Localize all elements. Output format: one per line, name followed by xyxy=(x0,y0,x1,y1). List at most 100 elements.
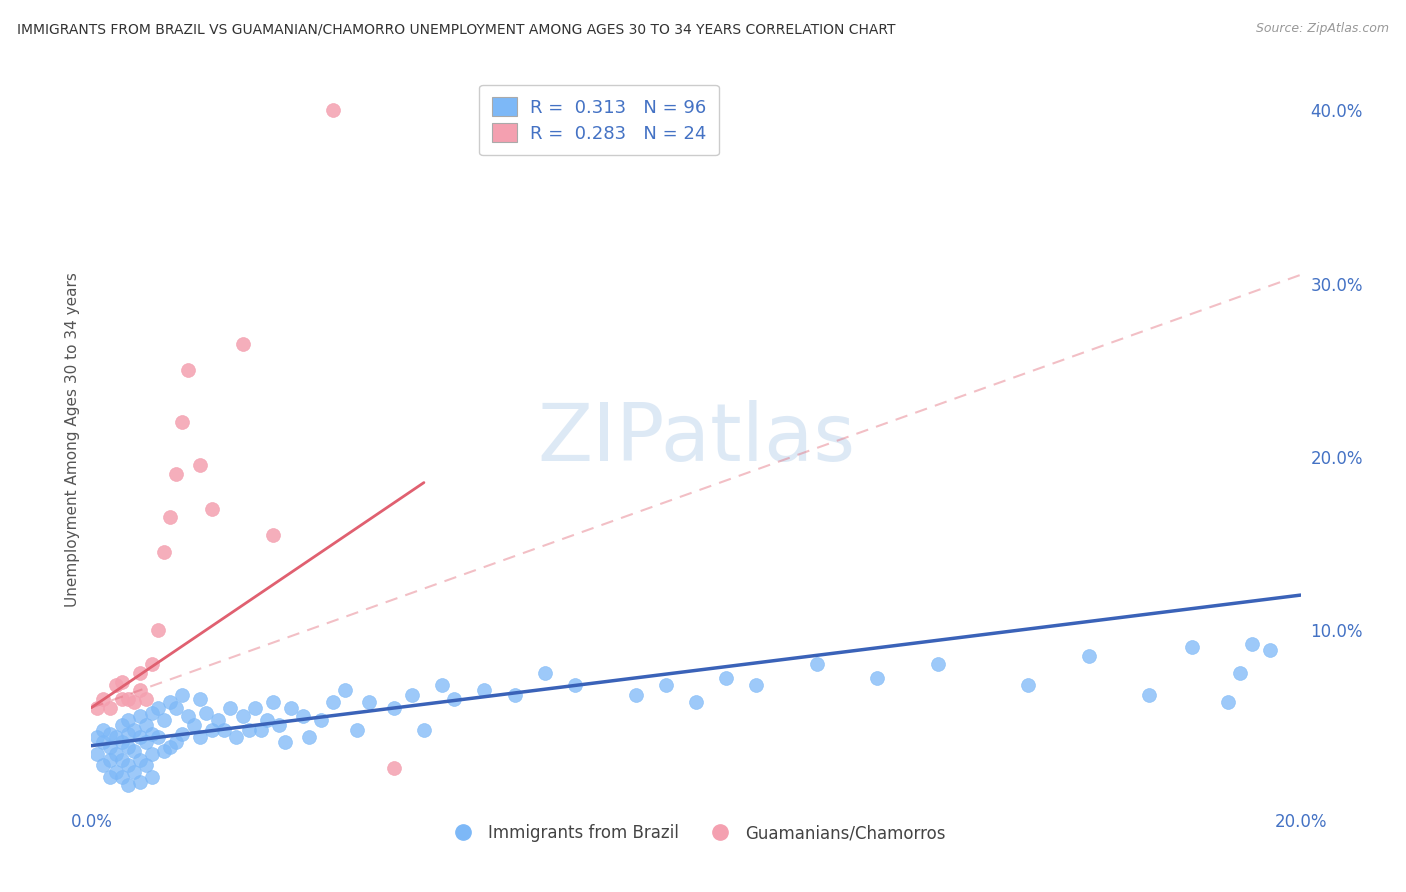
Point xyxy=(104,764,127,779)
Point xyxy=(231,337,253,351)
Point xyxy=(214,723,236,737)
Point xyxy=(111,674,132,689)
Point xyxy=(201,501,224,516)
Point xyxy=(359,695,381,709)
Point xyxy=(146,623,169,637)
Point xyxy=(413,723,436,737)
Point xyxy=(128,665,150,680)
Point xyxy=(177,709,200,723)
Point xyxy=(98,726,121,740)
Point xyxy=(256,713,278,727)
Point xyxy=(111,718,132,732)
Point xyxy=(219,700,242,714)
Point xyxy=(262,695,284,709)
Point xyxy=(401,689,423,703)
Point xyxy=(128,730,150,744)
Point xyxy=(86,730,108,744)
Point xyxy=(1181,640,1204,654)
Point xyxy=(141,747,163,762)
Point xyxy=(346,723,368,737)
Point xyxy=(117,757,139,772)
Point xyxy=(1216,695,1239,709)
Point xyxy=(274,735,297,749)
Point xyxy=(93,723,115,737)
Point xyxy=(624,689,647,703)
Point xyxy=(262,527,284,541)
Point xyxy=(382,761,405,775)
Point xyxy=(146,700,169,714)
Point xyxy=(117,726,139,740)
Point xyxy=(104,730,127,744)
Point xyxy=(98,740,121,755)
Point xyxy=(159,740,181,755)
Point xyxy=(172,415,194,429)
Point xyxy=(866,671,889,685)
Point xyxy=(141,706,163,720)
Point xyxy=(322,695,344,709)
Point xyxy=(309,713,332,727)
Point xyxy=(104,747,127,762)
Point xyxy=(1077,648,1099,663)
Point xyxy=(685,695,707,709)
Point xyxy=(117,740,139,755)
Point xyxy=(98,770,121,784)
Point xyxy=(183,718,205,732)
Point xyxy=(146,730,169,744)
Point xyxy=(111,692,132,706)
Point xyxy=(188,458,211,473)
Point xyxy=(111,735,132,749)
Point xyxy=(122,764,145,779)
Point xyxy=(280,700,302,714)
Y-axis label: Unemployment Among Ages 30 to 34 years: Unemployment Among Ages 30 to 34 years xyxy=(65,272,80,607)
Point xyxy=(443,692,465,706)
Point xyxy=(98,752,121,766)
Point xyxy=(249,723,271,737)
Point xyxy=(1260,643,1282,657)
Point xyxy=(806,657,828,672)
Point xyxy=(93,735,115,749)
Point xyxy=(159,510,181,524)
Point xyxy=(188,730,211,744)
Legend: Immigrants from Brazil, Guamanians/Chamorros: Immigrants from Brazil, Guamanians/Chamo… xyxy=(440,818,952,849)
Point xyxy=(153,713,176,727)
Point xyxy=(128,709,150,723)
Point xyxy=(503,689,526,703)
Text: Source: ZipAtlas.com: Source: ZipAtlas.com xyxy=(1256,22,1389,36)
Point xyxy=(117,713,139,727)
Point xyxy=(111,752,132,766)
Point xyxy=(382,700,405,714)
Point xyxy=(135,718,157,732)
Point xyxy=(86,700,108,714)
Point xyxy=(1229,665,1251,680)
Point xyxy=(128,775,150,789)
Point xyxy=(159,695,181,709)
Point xyxy=(165,467,187,481)
Text: ZIPatlas: ZIPatlas xyxy=(537,401,855,478)
Point xyxy=(141,657,163,672)
Point xyxy=(472,683,495,698)
Point xyxy=(117,692,139,706)
Point xyxy=(1241,636,1264,650)
Point xyxy=(104,678,127,692)
Point xyxy=(745,678,768,692)
Point xyxy=(122,695,145,709)
Point xyxy=(201,723,224,737)
Text: IMMIGRANTS FROM BRAZIL VS GUAMANIAN/CHAMORRO UNEMPLOYMENT AMONG AGES 30 TO 34 YE: IMMIGRANTS FROM BRAZIL VS GUAMANIAN/CHAM… xyxy=(17,22,896,37)
Point xyxy=(243,700,266,714)
Point xyxy=(1139,689,1161,703)
Point xyxy=(322,103,344,118)
Point xyxy=(335,683,357,698)
Point xyxy=(238,723,260,737)
Point xyxy=(153,545,176,559)
Point xyxy=(128,752,150,766)
Point xyxy=(714,671,737,685)
Point xyxy=(141,726,163,740)
Point xyxy=(128,683,150,698)
Point xyxy=(927,657,949,672)
Point xyxy=(292,709,315,723)
Point xyxy=(135,692,157,706)
Point xyxy=(111,770,132,784)
Point xyxy=(86,747,108,762)
Point xyxy=(135,735,157,749)
Point xyxy=(165,700,187,714)
